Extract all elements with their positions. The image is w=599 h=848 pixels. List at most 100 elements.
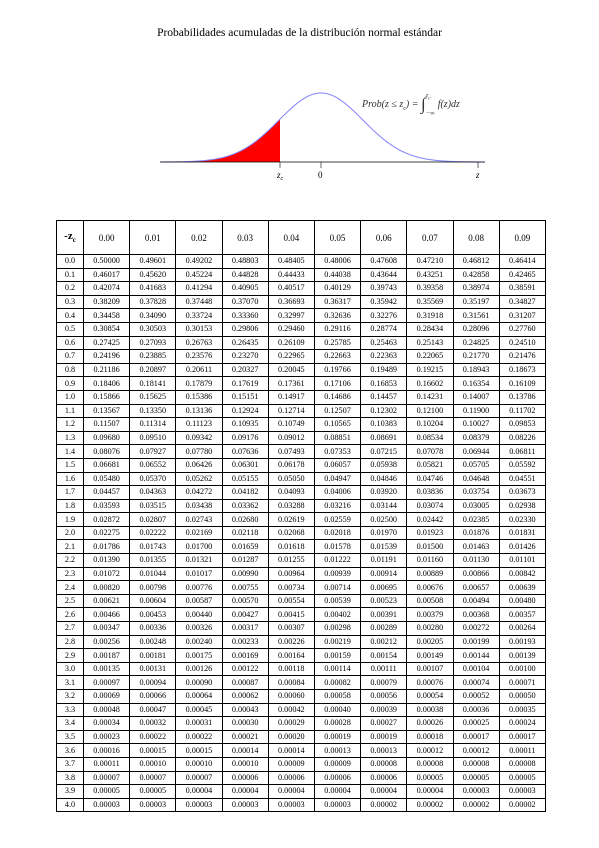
cell: 0.05938: [360, 457, 408, 473]
cell: 0.17619: [221, 376, 269, 391]
cell: 0.07353: [313, 444, 362, 459]
cell: 0.00280: [406, 621, 454, 636]
label: z: [276, 170, 281, 180]
cell: 0.41683: [129, 281, 177, 296]
cell: 0.00076: [406, 675, 454, 690]
cell: 0.00008: [452, 756, 500, 772]
cell: 0.00347: [82, 621, 131, 636]
row-header: 0.0: [56, 254, 84, 269]
cell: 0.00032: [129, 716, 177, 731]
cell: 0.00326: [175, 621, 223, 636]
formula-rel: ) =: [405, 98, 421, 110]
cell: 0.00022: [175, 729, 223, 745]
cell: 0.00008: [406, 756, 454, 772]
cell: 0.42465: [498, 267, 547, 283]
cell: 0.00005: [498, 770, 547, 786]
cell: 0.00002: [452, 797, 500, 813]
title: Probabilidades acumuladas de la distribu…: [157, 27, 442, 39]
row-header: 1.2: [56, 417, 84, 432]
cell: 0.00005: [129, 784, 177, 799]
cell: 0.00368: [452, 607, 500, 623]
cell: 0.09510: [129, 430, 177, 446]
cell: 0.00554: [267, 593, 315, 609]
cell: 0.04093: [267, 485, 315, 500]
row-header: 4.0: [56, 797, 84, 813]
cell: 0.08379: [452, 430, 500, 446]
cell: 0.00007: [175, 770, 223, 786]
cell: 0.00272: [452, 621, 500, 636]
cell: 0.00035: [498, 702, 547, 718]
cell: 0.23885: [129, 349, 177, 364]
cell: 0.30854: [82, 321, 131, 337]
formula: Prob(z ≤ zc) = ∫zc −∞f(z)dz: [362, 88, 460, 121]
cell: 0.44433: [267, 267, 315, 283]
cell: 0.02938: [498, 498, 547, 514]
cell: 0.24510: [498, 335, 547, 351]
cell: 0.00022: [129, 729, 177, 745]
cell: 0.22065: [406, 349, 454, 364]
table-row: 1.1 0.13567 0.13350 0.13136 0.12924 0.12714 0.…: [56, 403, 547, 419]
cell: 0.37828: [129, 294, 177, 310]
cell: 0.00003: [498, 784, 547, 799]
cell: 0.38209: [82, 294, 131, 310]
cell: 0.11702: [498, 403, 547, 419]
cell: 0.00066: [129, 689, 177, 704]
table-row: 0.4 0.34458 0.34090 0.33724 0.33360 0.32997 0.…: [56, 308, 547, 323]
cell: 0.00264: [498, 621, 547, 636]
cell: 0.49202: [175, 254, 223, 269]
cell: 0.44828: [221, 267, 269, 283]
cell: 0.01700: [175, 539, 223, 555]
table-row: 3.2 0.00069 0.00066 0.00064 0.00062 0.00060 0.…: [56, 689, 547, 704]
cell: 0.30153: [175, 321, 223, 337]
table-row: 0.7 0.24196 0.23885 0.23576 0.23270 0.22965 0.…: [56, 349, 547, 364]
cell: 0.00003: [175, 797, 223, 813]
zc-label: zc: [276, 170, 284, 182]
cell: 0.49601: [129, 254, 177, 269]
row-header: 2.5: [56, 593, 84, 609]
cell: 0.42074: [82, 281, 131, 296]
cell: 0.06301: [221, 457, 269, 473]
cell: 0.14917: [267, 389, 315, 405]
cell: 0.04272: [175, 485, 223, 500]
cell: 0.02807: [129, 512, 177, 527]
cell: 0.00776: [175, 580, 223, 595]
cell: 0.00005: [452, 770, 500, 786]
table-row: 3.4 0.00034 0.00032 0.00031 0.00030 0.00029 0.…: [56, 716, 547, 731]
cell: 0.00028: [313, 716, 362, 731]
table-row: 3.1 0.00097 0.00094 0.00090 0.00087 0.00084 0.…: [56, 675, 547, 690]
cell: 0.00336: [129, 621, 177, 636]
cell: 0.00097: [82, 675, 131, 690]
cell: 0.00079: [360, 675, 408, 690]
cell: 0.00233: [221, 634, 269, 650]
cell: 0.36693: [267, 294, 315, 310]
cell: 0.06552: [129, 457, 177, 473]
cell: 0.00939: [313, 566, 362, 582]
cell: 0.45620: [129, 267, 177, 283]
cell: 0.36317: [313, 294, 362, 310]
cell: 0.00010: [221, 756, 269, 772]
cell: 0.08691: [360, 430, 408, 446]
cell: 0.04006: [313, 485, 362, 500]
cell: 0.18943: [452, 362, 500, 378]
cell: 0.00118: [267, 661, 315, 677]
row-header: 3.3: [56, 702, 84, 718]
cell: 0.02743: [175, 512, 223, 527]
cell: 0.07780: [175, 444, 223, 459]
cell: 0.37448: [175, 294, 223, 310]
cell: 0.27760: [498, 321, 547, 337]
cell: 0.00621: [82, 593, 131, 609]
table-row: 1.6 0.05480 0.05370 0.05262 0.05155 0.05050 0.…: [56, 471, 547, 487]
table-row: 1.4 0.08076 0.07927 0.07780 0.07636 0.07493 0.…: [56, 444, 547, 459]
cell: 0.01659: [221, 539, 269, 555]
cell: 0.00013: [313, 743, 362, 758]
row-header: 3.4: [56, 716, 84, 731]
cell: 0.14457: [360, 389, 408, 405]
cell: 0.04947: [313, 471, 362, 487]
cell: 0.30503: [129, 321, 177, 337]
cell: 0.35569: [406, 294, 454, 310]
cell: 0.00219: [313, 634, 362, 650]
cell: 0.17361: [267, 376, 315, 391]
cell: 0.00256: [82, 634, 131, 650]
cell: 0.07636: [221, 444, 269, 459]
cell: 0.00058: [313, 689, 362, 704]
